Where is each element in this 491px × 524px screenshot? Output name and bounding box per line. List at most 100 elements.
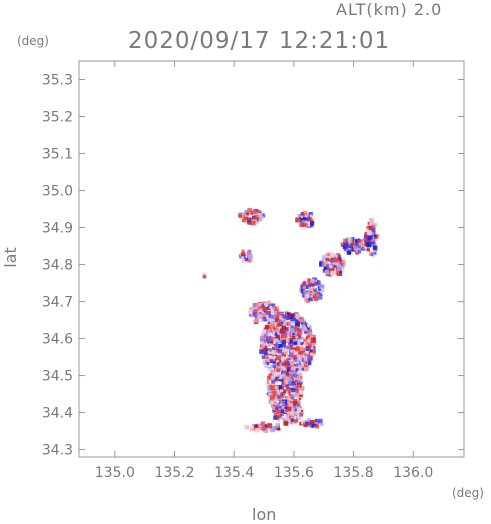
data-point — [276, 389, 279, 392]
data-point — [269, 343, 273, 347]
data-point — [291, 381, 296, 386]
data-point — [297, 384, 301, 388]
data-point — [252, 427, 256, 431]
data-point — [277, 340, 280, 343]
altitude-label: ALT(km) 2.0 — [336, 0, 443, 19]
data-point — [285, 395, 291, 400]
data-point — [269, 306, 273, 309]
data-point — [277, 391, 281, 395]
data-point — [367, 235, 372, 240]
data-point — [303, 223, 307, 227]
y-tick-label: 34.7 — [42, 295, 73, 311]
data-point — [240, 257, 244, 260]
data-point — [296, 389, 299, 392]
data-point — [300, 316, 304, 321]
y-tick-label: 35.1 — [42, 147, 73, 163]
data-point — [281, 387, 285, 391]
data-point — [297, 406, 301, 410]
data-point — [333, 262, 337, 266]
x-tick-label: 135.8 — [334, 465, 374, 481]
data-point — [267, 347, 271, 351]
data-point — [248, 218, 251, 221]
data-point — [276, 424, 279, 427]
x-tick-label: 135.6 — [274, 465, 314, 481]
data-point — [304, 214, 308, 218]
data-point — [371, 254, 375, 258]
data-point — [269, 320, 274, 325]
data-point — [309, 349, 313, 353]
data-point — [288, 326, 292, 331]
data-point — [293, 420, 297, 424]
data-point — [293, 400, 298, 406]
data-point — [288, 345, 294, 350]
data-point — [260, 343, 265, 349]
data-point — [325, 257, 329, 262]
data-point — [292, 384, 297, 389]
data-point — [281, 340, 286, 345]
data-point — [252, 302, 258, 308]
data-point — [293, 374, 298, 378]
data-point — [263, 346, 267, 349]
data-point — [297, 391, 301, 395]
data-point — [248, 309, 253, 314]
data-point — [269, 385, 274, 390]
data-point — [307, 343, 312, 348]
data-point — [296, 400, 301, 404]
data-point — [308, 337, 313, 342]
data-point — [281, 379, 284, 382]
data-point — [354, 246, 359, 251]
data-point — [276, 341, 281, 346]
data-point — [267, 427, 271, 431]
data-point — [251, 307, 256, 312]
data-point — [285, 408, 289, 412]
data-point — [261, 305, 266, 309]
data-point — [255, 214, 260, 220]
data-point — [346, 240, 349, 243]
data-point — [283, 377, 287, 381]
data-point — [303, 355, 309, 361]
data-point — [271, 321, 276, 326]
data-point — [282, 383, 286, 388]
data-point — [249, 210, 254, 215]
data-point — [287, 312, 291, 316]
data-point — [300, 409, 303, 412]
data-point — [301, 361, 305, 366]
data-point — [351, 243, 357, 248]
data-point — [310, 338, 316, 343]
data-point — [307, 324, 310, 327]
data-point — [339, 264, 343, 268]
data-point — [374, 237, 379, 241]
data-point — [275, 318, 279, 322]
data-point — [305, 347, 309, 351]
data-point — [332, 258, 338, 263]
data-point — [301, 386, 304, 389]
data-point — [301, 364, 305, 368]
data-point — [321, 258, 324, 261]
data-point — [284, 397, 288, 401]
data-point — [368, 226, 372, 230]
data-point — [314, 279, 318, 283]
data-point — [266, 336, 271, 341]
data-point — [267, 392, 271, 395]
data-point — [297, 331, 302, 336]
data-point — [303, 290, 306, 293]
x-tick-label: 135.2 — [154, 465, 194, 481]
data-point — [260, 352, 265, 357]
data-point — [301, 328, 306, 334]
data-point — [289, 352, 294, 357]
data-point — [293, 408, 297, 412]
data-point — [287, 418, 292, 423]
data-point — [275, 386, 279, 389]
data-point — [277, 419, 280, 422]
data-point — [294, 359, 300, 364]
data-point — [247, 258, 252, 263]
data-point — [263, 312, 266, 315]
data-point — [339, 260, 343, 264]
data-point — [241, 219, 245, 222]
data-point — [273, 341, 276, 345]
data-point — [267, 362, 270, 366]
data-point — [300, 334, 303, 337]
data-point — [283, 375, 286, 378]
data-point — [293, 341, 298, 345]
data-point — [262, 309, 266, 312]
